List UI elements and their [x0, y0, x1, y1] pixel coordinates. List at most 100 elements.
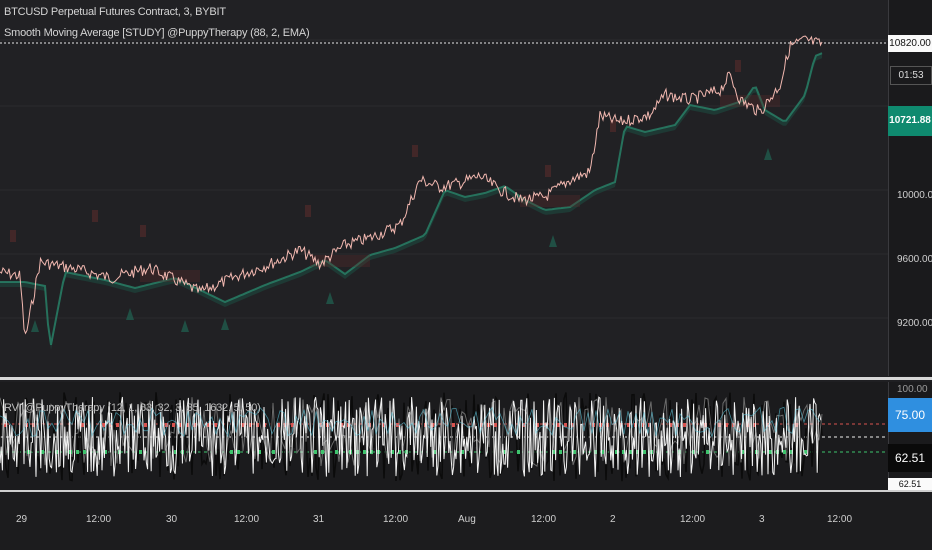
- oversold-marker: [104, 450, 107, 454]
- ma-down-zone: [520, 195, 580, 207]
- oversold-marker: [692, 450, 695, 454]
- overbought-marker: [452, 423, 455, 427]
- buy-marker: [31, 320, 39, 332]
- time-tick: 12:00: [383, 514, 409, 525]
- time-tick: 12:00: [531, 514, 557, 525]
- sell-marker: [92, 210, 98, 222]
- oversold-marker: [237, 450, 240, 454]
- overbought-marker: [641, 423, 644, 427]
- oversold-marker: [741, 450, 744, 454]
- time-tick: 29: [16, 514, 28, 525]
- sell-marker: [735, 60, 741, 72]
- oversold-marker: [335, 450, 338, 454]
- price-line: [0, 35, 823, 335]
- oversold-marker: [174, 450, 177, 454]
- overbought-marker: [165, 423, 168, 427]
- indicator-legend[interactable]: Smooth Moving Average [STUDY] @PuppyTher…: [4, 27, 310, 39]
- price-pane[interactable]: BTCUSD Perpetual Futures Contract, 3, BY…: [0, 0, 888, 376]
- sell-marker: [545, 165, 551, 177]
- ma-down-zone: [720, 95, 780, 107]
- price-chart[interactable]: [0, 0, 888, 376]
- oversold-marker: [573, 450, 576, 454]
- ma-down-zone: [140, 270, 200, 282]
- overbought-marker: [144, 423, 147, 427]
- time-tick: 3: [759, 514, 765, 525]
- overbought-marker: [725, 423, 728, 427]
- price-tick: 9200.00: [897, 318, 932, 329]
- pane-separator[interactable]: [0, 490, 932, 492]
- overbought-marker: [382, 423, 385, 427]
- overbought-marker: [116, 423, 119, 427]
- oversold-marker: [258, 450, 261, 454]
- oversold-marker: [636, 450, 639, 454]
- overbought-marker: [494, 423, 497, 427]
- time-tick: Aug: [458, 514, 476, 525]
- sell-marker: [140, 225, 146, 237]
- overbought-marker: [109, 423, 112, 427]
- moving-average-line: [0, 52, 823, 345]
- overbought-marker: [102, 423, 105, 427]
- time-tick: 12:00: [234, 514, 260, 525]
- overbought-marker: [81, 423, 84, 427]
- oversold-marker: [643, 450, 646, 454]
- oversold-marker: [139, 450, 142, 454]
- overbought-marker: [571, 423, 574, 427]
- time-tick: 31: [313, 514, 325, 525]
- oversold-marker: [622, 450, 625, 454]
- oversold-marker: [461, 450, 464, 454]
- buy-marker: [764, 148, 772, 160]
- time-tick: 12:00: [680, 514, 706, 525]
- oscillator-pane[interactable]: RVI @PuppyTherapy (12, 1, 83, 32, 3, 35,…: [0, 382, 888, 490]
- osc-upper-tag: 75.00: [888, 398, 932, 432]
- oscillator-legend[interactable]: RVI @PuppyTherapy (12, 1, 83, 32, 3, 35,…: [4, 402, 261, 414]
- time-tick: 2: [610, 514, 616, 525]
- overbought-marker: [480, 423, 483, 427]
- oversold-marker: [272, 450, 275, 454]
- oscillator-chart[interactable]: [0, 382, 888, 490]
- overbought-marker: [249, 423, 252, 427]
- oversold-marker: [503, 450, 506, 454]
- overbought-marker: [557, 423, 560, 427]
- buy-marker: [549, 235, 557, 247]
- current-price-tag: 10721.88: [888, 106, 932, 136]
- osc-value-tag: 62.51: [888, 444, 932, 472]
- high-price-tag: 10820.00: [888, 35, 932, 52]
- sell-marker: [305, 205, 311, 217]
- price-axis[interactable]: 10000.00 9600.00 9200.00: [888, 0, 932, 376]
- overbought-marker: [179, 423, 182, 427]
- time-tick: 12:00: [86, 514, 112, 525]
- overbought-marker: [214, 423, 217, 427]
- oversold-marker: [363, 450, 366, 454]
- overbought-marker: [242, 423, 245, 427]
- overbought-marker: [319, 423, 322, 427]
- oversold-marker: [41, 450, 44, 454]
- oversold-marker: [629, 450, 632, 454]
- oversold-marker: [83, 450, 86, 454]
- pane-separator[interactable]: [0, 377, 932, 380]
- overbought-marker: [536, 423, 539, 427]
- overbought-marker: [669, 423, 672, 427]
- oversold-marker: [517, 450, 520, 454]
- oversold-marker: [706, 450, 709, 454]
- time-axis[interactable]: 29 12:00 30 12:00 31 12:00 Aug 12:00 2 1…: [0, 492, 932, 550]
- symbol-legend[interactable]: BTCUSD Perpetual Futures Contract, 3, BY…: [4, 6, 226, 18]
- oscillator-line: [0, 396, 822, 478]
- oscillator-accent: [0, 406, 821, 438]
- time-tick: 30: [166, 514, 178, 525]
- osc-tick: 100.00: [897, 384, 928, 395]
- oversold-marker: [559, 450, 562, 454]
- price-tick: 10000.00: [897, 190, 932, 201]
- oversold-marker: [804, 450, 807, 454]
- overbought-marker: [564, 423, 567, 427]
- oversold-marker: [790, 450, 793, 454]
- sell-marker: [610, 120, 616, 132]
- oversold-marker: [370, 450, 373, 454]
- oversold-marker: [321, 450, 324, 454]
- buy-marker: [181, 320, 189, 332]
- overbought-marker: [4, 423, 7, 427]
- oversold-marker: [615, 450, 618, 454]
- countdown-tag: 01:53: [890, 66, 932, 85]
- osc-bottom-tag: 62.51: [888, 478, 932, 490]
- overbought-marker: [683, 423, 686, 427]
